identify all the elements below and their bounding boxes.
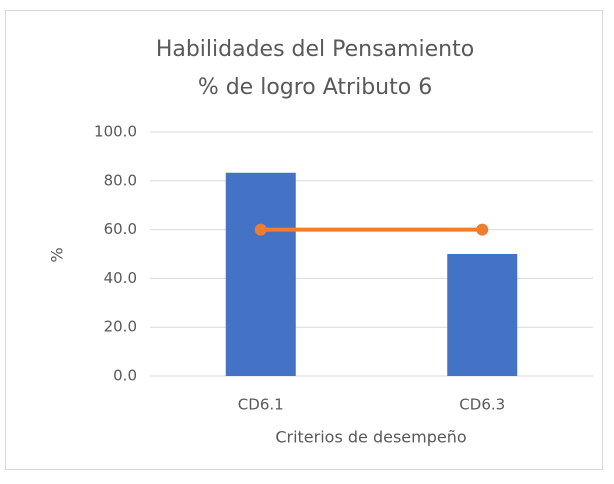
y-tick-label: 100.0 [94, 123, 137, 141]
y-tick-label: 60.0 [104, 220, 137, 238]
line-marker [476, 223, 489, 236]
y-tick-label: 80.0 [104, 171, 137, 189]
y-axis-label: % [48, 247, 67, 262]
x-tick-label: CD6.1 [238, 396, 284, 414]
y-tick-label: 0.0 [113, 367, 137, 385]
bar [225, 172, 296, 376]
y-tick-label: 40.0 [104, 269, 137, 287]
chart-title: % de logro Atributo 6 [198, 75, 432, 100]
x-axis-label: Criterios de desempeño [275, 428, 466, 447]
bar [447, 254, 518, 376]
line-marker [254, 223, 267, 236]
x-tick-label: CD6.3 [459, 396, 505, 414]
chart-title: Habilidades del Pensamiento [156, 37, 474, 62]
chart-frame [5, 10, 603, 470]
y-tick-label: 20.0 [104, 318, 137, 336]
